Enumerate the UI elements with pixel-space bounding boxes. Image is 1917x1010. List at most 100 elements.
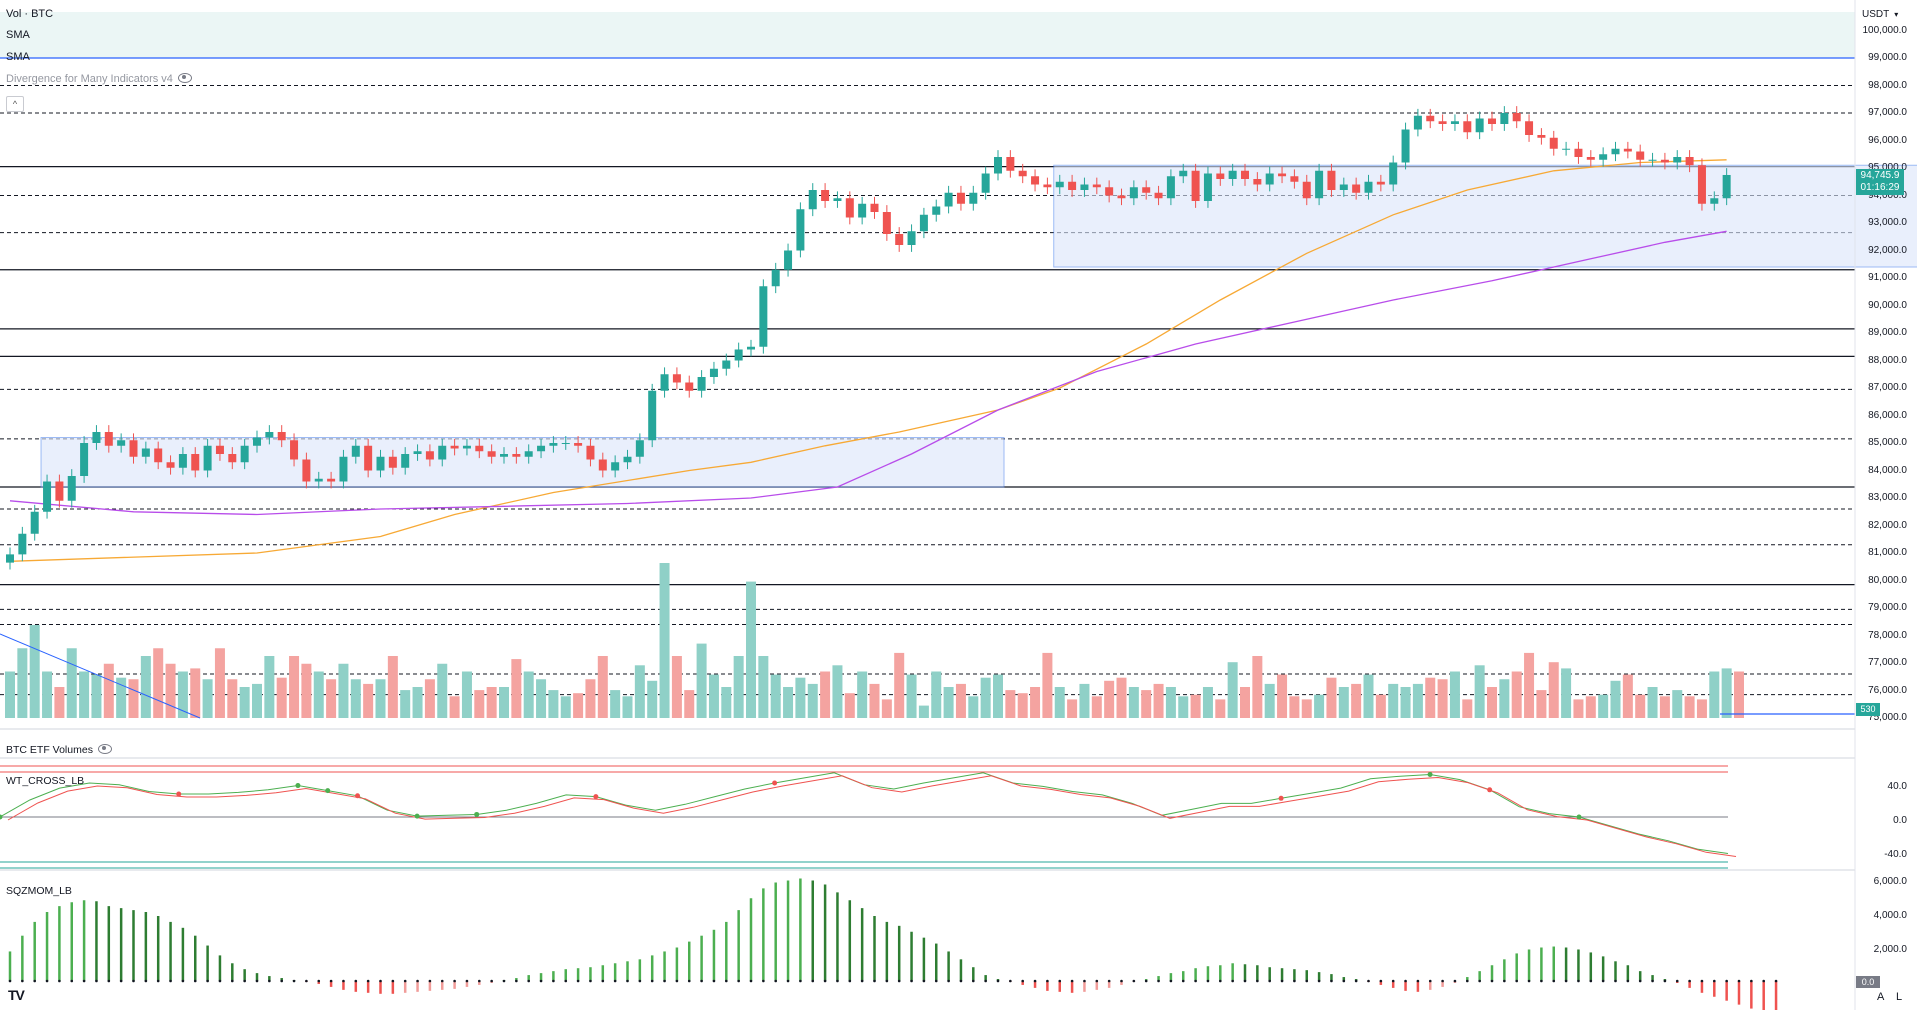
squeeze-dot [255,979,259,983]
price-axis-label: 94,000.0 [1868,189,1907,201]
squeeze-dot [403,979,407,983]
candle-body [1673,157,1682,163]
currency-selector[interactable]: USDT ▾ [1862,9,1898,20]
squeeze-dot [1663,979,1667,983]
volume-bar [1684,696,1695,718]
squeeze-dot [1293,979,1296,983]
squeeze-dot [1503,979,1506,983]
etf-pane-label[interactable]: BTC ETF Volumes [6,743,112,756]
volume-bar [1165,687,1176,718]
candle-body [1697,165,1706,204]
legend-sma-1[interactable]: SMA [6,29,30,41]
squeeze-dot [231,979,234,983]
volume-bar [684,690,695,718]
candle-body [1413,115,1422,130]
log-scale-button[interactable]: L [1896,991,1903,1003]
candle-body [1117,195,1126,199]
wt-cross-dot [772,780,778,786]
volume-bar [474,690,485,718]
candle-body [784,250,793,270]
volume-bar [1400,687,1411,718]
squeeze-dot [1466,979,1469,983]
volume-bar [894,652,905,718]
eye-hidden-icon[interactable] [97,744,112,754]
tradingview-logo[interactable]: TV [8,987,25,1003]
candle-body [413,451,422,454]
volume-bar [1734,671,1744,718]
candle-body [537,445,546,452]
candle-body [1043,184,1052,188]
volume-bar [1067,699,1078,718]
volume-bar [91,674,102,718]
squeeze-dot [836,979,839,983]
candle-body [265,432,274,438]
squeeze-dot [1317,979,1321,983]
candle-body [1105,187,1114,196]
squeeze-dot [1046,979,1049,983]
squeeze-dot [1638,979,1642,983]
volume-bar [1215,699,1226,718]
squeeze-dot [1453,979,1457,983]
sqz-zero-tag: 0.0 [1856,976,1880,988]
sqz-pane-label[interactable]: SQZMOM_LB [6,885,72,897]
legend-sma-2[interactable]: SMA [6,51,30,63]
volume-bar [1388,683,1399,718]
squeeze-dot [1280,979,1284,983]
volume-bar [1672,690,1683,718]
candle-body [1179,170,1188,177]
wt-pane-label[interactable]: WT_CROSS_LB [6,775,85,787]
wt-cross-dot [414,813,420,819]
volume-bar [1449,671,1460,718]
candle-body [1129,187,1138,199]
candle-body [215,445,224,454]
volume-bar [634,665,645,718]
squeeze-dot [391,979,395,983]
collapse-legend-button[interactable]: ^ [6,96,24,112]
legend-title[interactable]: Vol · BTC [6,8,54,20]
squeeze-dot [934,979,938,983]
squeeze-dot [959,979,963,983]
volume-bar [1363,674,1374,718]
candle-body [648,390,657,441]
squeeze-dot [453,979,456,983]
candle-body [1203,173,1212,201]
candle-body [1166,176,1175,199]
squeeze-dot [947,979,950,983]
squeeze-dot [601,979,605,983]
auto-scale-button[interactable]: A [1877,991,1885,1003]
bar-countdown: 01:16:29 [1860,182,1900,193]
candle-body [1722,174,1731,199]
candle-body [1512,113,1521,122]
volume-bar [1598,694,1609,718]
squeeze-dot [1490,979,1494,983]
squeeze-dot [502,979,506,983]
volume-bar [1153,683,1164,718]
squeeze-dot [465,979,469,983]
squeeze-dot [515,979,518,983]
candle-body [833,198,842,201]
wt-cross-dot [1576,814,1582,820]
eye-hidden-icon[interactable] [177,73,192,83]
candle-body [438,445,447,460]
top-zone [0,12,1855,58]
volume-bar [1709,671,1720,718]
candle-body [1290,176,1299,182]
volume-bar [79,671,90,718]
volume-bar [1511,671,1522,718]
squeeze-dot [786,979,790,983]
volume-bar [1412,683,1423,718]
volume-bar [400,690,411,718]
candle-body [67,476,76,501]
volume-bar [1178,696,1189,718]
volume-bar [795,677,806,718]
legend-divergence[interactable]: Divergence for Many Indicators v4 [6,72,192,85]
wt-cross-dot [1278,795,1284,801]
squeeze-dot [8,979,12,983]
candle-body [314,478,323,482]
price-axis-label: 90,000.0 [1868,299,1907,311]
price-axis-label: 78,000.0 [1868,629,1907,641]
volume-bar [733,656,744,718]
volume-bar [252,683,262,718]
candle-body [1302,181,1311,199]
